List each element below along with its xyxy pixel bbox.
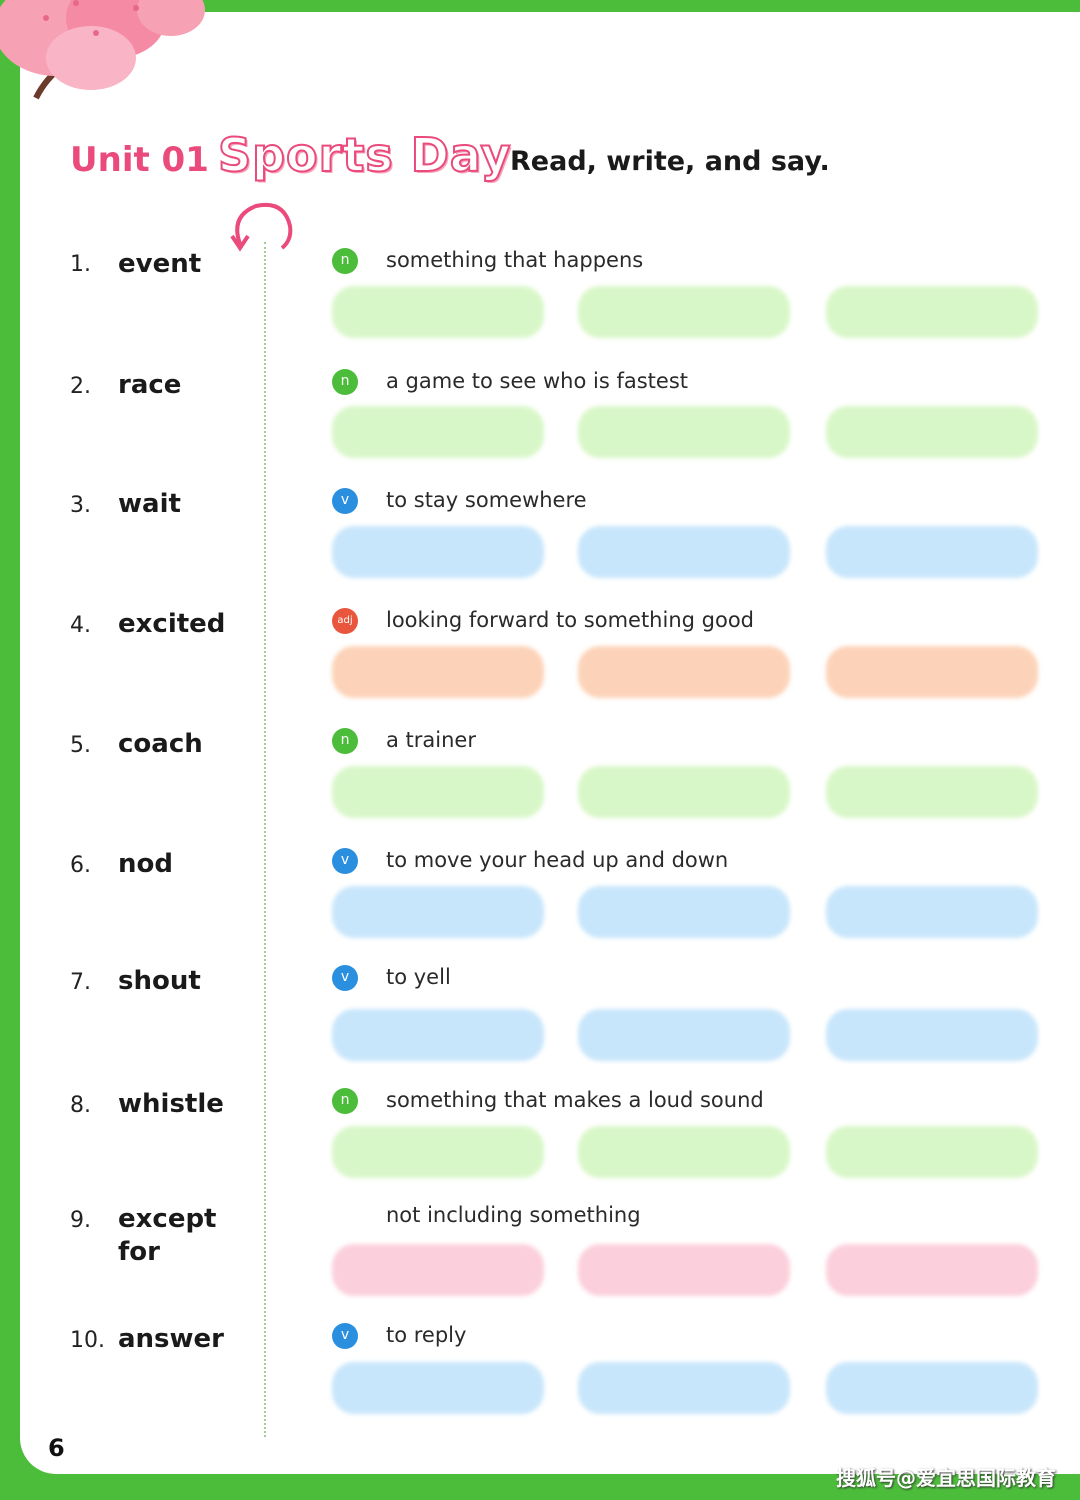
writing-box-3[interactable] xyxy=(826,1362,1038,1414)
item-number: 2. xyxy=(70,374,91,399)
vocab-word: shout xyxy=(118,966,201,996)
worksheet-sheet xyxy=(20,12,1080,1474)
writing-box-2[interactable] xyxy=(578,886,790,938)
writing-box-3[interactable] xyxy=(826,1126,1038,1178)
pos-badge-verb: v xyxy=(332,1323,358,1349)
definition-text: a game to see who is fastest xyxy=(386,369,688,393)
definition-text: to move your head up and down xyxy=(386,848,729,872)
pos-badge-noun: n xyxy=(332,728,358,754)
item-number: 6. xyxy=(70,853,91,878)
writing-box-3[interactable] xyxy=(826,526,1038,578)
writing-box-1[interactable] xyxy=(332,1244,544,1296)
item-number: 5. xyxy=(70,733,91,758)
vocab-word: coach xyxy=(118,729,203,759)
writing-box-2[interactable] xyxy=(578,526,790,578)
pos-badge-verb: v xyxy=(332,965,358,991)
page-number: 6 xyxy=(48,1434,65,1462)
pos-badge-adjective: adj xyxy=(332,608,358,634)
vocab-word: excited xyxy=(118,609,226,639)
writing-box-2[interactable] xyxy=(578,1362,790,1414)
writing-box-2[interactable] xyxy=(578,1009,790,1061)
writing-box-3[interactable] xyxy=(826,286,1038,338)
pos-badge-noun: n xyxy=(332,1088,358,1114)
pos-badge-noun: n xyxy=(332,248,358,274)
writing-box-2[interactable] xyxy=(578,766,790,818)
writing-box-1[interactable] xyxy=(332,1362,544,1414)
item-number: 10. xyxy=(70,1328,105,1353)
cherry-blossom-icon xyxy=(0,0,205,100)
definition-text: a trainer xyxy=(386,728,476,752)
page-title: Sports Day xyxy=(217,127,512,183)
column-divider xyxy=(264,242,266,1437)
writing-box-3[interactable] xyxy=(826,766,1038,818)
writing-box-3[interactable] xyxy=(826,1009,1038,1061)
writing-box-2[interactable] xyxy=(578,286,790,338)
writing-box-3[interactable] xyxy=(826,406,1038,458)
vocab-word: answer xyxy=(118,1324,225,1354)
writing-box-1[interactable] xyxy=(332,526,544,578)
writing-box-1[interactable] xyxy=(332,1126,544,1178)
pos-badge-verb: v xyxy=(332,848,358,874)
watermark: 搜狐号@爱宜思国际教育 xyxy=(836,1466,1056,1490)
writing-box-3[interactable] xyxy=(826,646,1038,698)
vocab-word: race xyxy=(118,370,182,400)
definition-text: something that makes a loud sound xyxy=(386,1088,764,1112)
definition-text: not including something xyxy=(386,1203,641,1227)
vocab-word: nod xyxy=(118,849,173,879)
instruction-text: Read, write, and say. xyxy=(510,146,830,177)
writing-box-1[interactable] xyxy=(332,886,544,938)
writing-box-2[interactable] xyxy=(578,406,790,458)
writing-box-1[interactable] xyxy=(332,646,544,698)
item-number: 4. xyxy=(70,613,91,638)
writing-box-2[interactable] xyxy=(578,1126,790,1178)
writing-box-1[interactable] xyxy=(332,766,544,818)
vocab-word: whistle xyxy=(118,1089,224,1119)
vocab-word: wait xyxy=(118,489,181,519)
item-number: 7. xyxy=(70,970,91,995)
definition-text: something that happens xyxy=(386,248,644,272)
pos-badge-noun: n xyxy=(332,369,358,395)
vocab-word: event xyxy=(118,249,202,279)
vocab-word: except for xyxy=(118,1204,217,1267)
pos-badge-verb: v xyxy=(332,488,358,514)
writing-box-3[interactable] xyxy=(826,1244,1038,1296)
definition-text: to reply xyxy=(386,1323,467,1347)
writing-box-2[interactable] xyxy=(578,646,790,698)
definition-text: looking forward to something good xyxy=(386,608,755,632)
item-number: 8. xyxy=(70,1093,91,1118)
writing-box-1[interactable] xyxy=(332,286,544,338)
curl-arrow-icon xyxy=(230,203,293,252)
writing-box-2[interactable] xyxy=(578,1244,790,1296)
item-number: 9. xyxy=(70,1208,91,1233)
writing-box-1[interactable] xyxy=(332,406,544,458)
unit-label: Unit 01 xyxy=(70,140,209,180)
item-number: 3. xyxy=(70,493,91,518)
item-number: 1. xyxy=(70,252,91,277)
writing-box-1[interactable] xyxy=(332,1009,544,1061)
definition-text: to stay somewhere xyxy=(386,488,587,512)
definition-text: to yell xyxy=(386,965,451,989)
writing-box-3[interactable] xyxy=(826,886,1038,938)
